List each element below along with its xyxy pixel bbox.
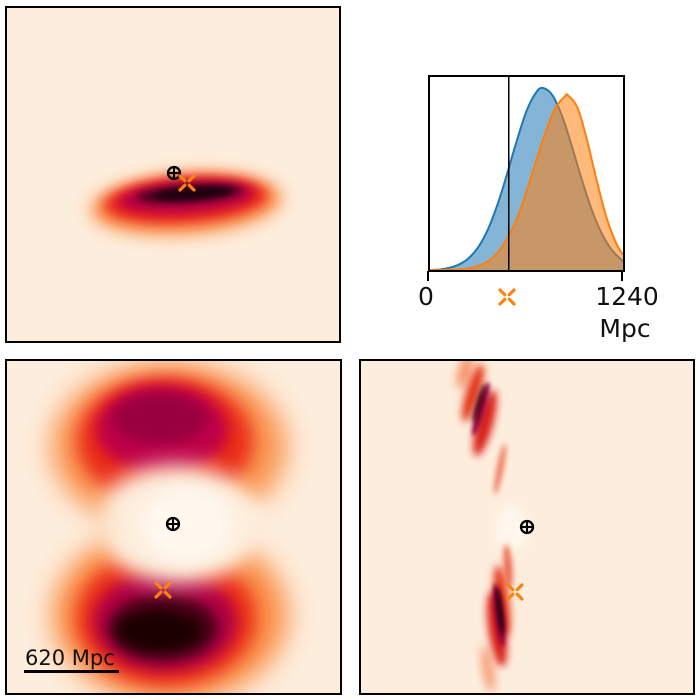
heatmap-bottom-left (51, 363, 288, 693)
projection-panel-top-left (5, 6, 341, 343)
projection-panel-bottom-right (359, 359, 695, 695)
scale-bar-label: 620 Mpc (25, 646, 115, 670)
distance-posterior-axes (428, 75, 625, 272)
orange-posterior-line (430, 93, 623, 270)
earth-marker (519, 519, 535, 535)
truth-distance-marker (498, 288, 516, 306)
truth-marker (506, 583, 524, 601)
earth-marker (166, 165, 182, 181)
heatmap-top-left (90, 172, 282, 236)
x-tick-label-0: 0 (418, 282, 434, 311)
scale-bar-line (24, 670, 119, 673)
distance-posterior-block: 0 1240 Mpc (418, 75, 659, 347)
x-axis-unit-label: Mpc (599, 314, 651, 343)
earth-marker (165, 516, 181, 532)
orange-posterior-fill (430, 94, 623, 270)
x-tick-right (621, 271, 623, 281)
x-tick-left (427, 271, 429, 281)
heatmap-bottom-right (457, 361, 527, 693)
distance-posterior-plot (430, 77, 623, 270)
truth-marker (154, 581, 172, 599)
x-tick-label-1240: 1240 (595, 282, 659, 311)
truth-marker (178, 174, 196, 192)
projection-panel-bottom-left: 620 Mpc (5, 359, 342, 695)
